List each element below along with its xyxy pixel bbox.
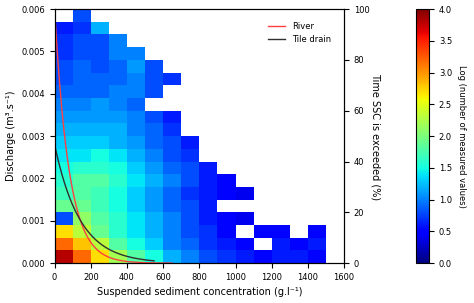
Tile drain	[52, 144, 58, 147]
River	[105, 255, 111, 258]
Line: Tile drain: Tile drain	[55, 145, 154, 261]
Legend: River, Tile drain: River, Tile drain	[265, 18, 334, 47]
Tile drain	[151, 259, 157, 263]
Tile drain	[127, 255, 132, 259]
Tile drain	[77, 218, 83, 222]
Line: River: River	[55, 12, 172, 263]
River	[73, 201, 78, 205]
Tile drain	[70, 202, 75, 206]
River	[130, 260, 136, 264]
Y-axis label: Discharge (m³.s⁻¹): Discharge (m³.s⁻¹)	[6, 91, 16, 181]
River	[140, 261, 146, 265]
River	[121, 259, 127, 263]
Tile drain	[97, 241, 102, 245]
River	[169, 261, 175, 265]
X-axis label: Suspended sediment concentration (g.l⁻¹): Suspended sediment concentration (g.l⁻¹)	[97, 288, 302, 298]
River	[52, 10, 58, 14]
Tile drain	[118, 253, 124, 256]
Y-axis label: Log (number of measured values): Log (number of measured values)	[457, 65, 466, 208]
River	[82, 230, 88, 234]
Y-axis label: Time SSC is exceeded (%): Time SSC is exceeded (%)	[371, 72, 381, 200]
Tile drain	[110, 250, 116, 253]
